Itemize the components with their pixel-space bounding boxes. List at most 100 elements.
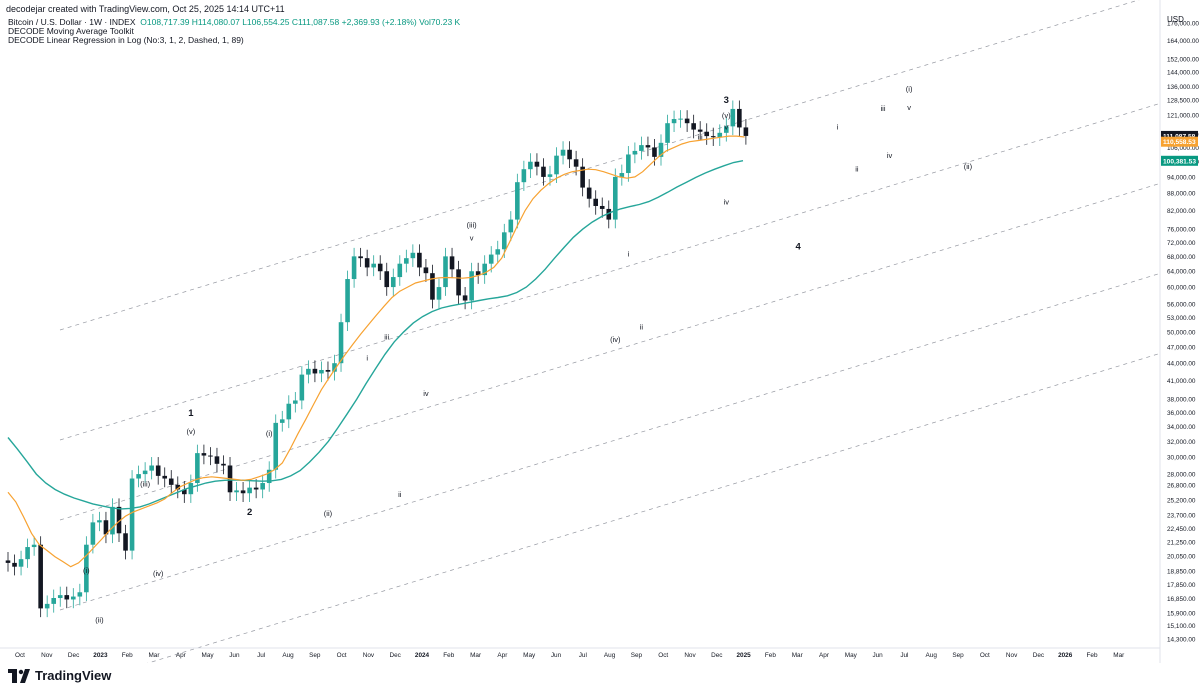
y-tick-label: 15,100.00 bbox=[1167, 623, 1196, 630]
y-tick-label: 53,000.00 bbox=[1167, 315, 1196, 322]
y-tick-label: 21,250.00 bbox=[1167, 539, 1196, 546]
x-tick-label: Sep bbox=[631, 652, 643, 659]
x-tick-label: Apr bbox=[819, 652, 830, 659]
ohlc-values: O108,717.39 H114,080.07 L106,554.25 C111… bbox=[140, 17, 461, 27]
y-tick-label: 25,200.00 bbox=[1167, 497, 1196, 504]
x-tick-label: Aug bbox=[926, 652, 938, 659]
y-tick-label: 18,850.00 bbox=[1167, 569, 1196, 576]
price-tag-label: 100,381.53 bbox=[1163, 158, 1196, 165]
candle-body bbox=[247, 487, 252, 494]
candle-body bbox=[279, 419, 285, 423]
candlestick-series bbox=[5, 100, 749, 618]
candle-body bbox=[658, 142, 664, 157]
wave-label: iv bbox=[887, 151, 893, 160]
y-tick-label: 22,450.00 bbox=[1167, 526, 1196, 533]
wave-labels: 1(v)(iii)(i)(ii)(iv)2(i)(ii)(iii)viiiiii… bbox=[83, 85, 973, 625]
candle-body bbox=[547, 174, 553, 177]
candle-body bbox=[743, 127, 749, 136]
footer: TradingView bbox=[0, 663, 1200, 690]
y-tick-label: 76,000.00 bbox=[1167, 227, 1196, 234]
tradingview-brand: TradingView bbox=[35, 668, 112, 683]
candle-body bbox=[57, 595, 63, 599]
candle-body bbox=[12, 562, 17, 567]
candle-body bbox=[436, 287, 442, 300]
currency-label: USD bbox=[1167, 15, 1184, 24]
symbol-title[interactable]: Bitcoin / U.S. Dollar · 1W · INDEX bbox=[8, 17, 136, 27]
y-tick-label: 50,000.00 bbox=[1167, 329, 1196, 336]
candle-body bbox=[645, 145, 651, 148]
price-tag-box bbox=[1161, 155, 1198, 166]
candle-body bbox=[142, 470, 148, 475]
regression-line bbox=[147, 353, 1161, 663]
x-tick-label: 2024 bbox=[415, 652, 430, 659]
price-axis[interactable]: 176,000.00 164,000.00 152,000.00 144,000.00… bbox=[1167, 21, 1199, 644]
wave-label: iii bbox=[881, 104, 886, 113]
regression-channels bbox=[59, 0, 1161, 663]
price-chart[interactable]: 1(v)(iii)(i)(ii)(iv)2(i)(ii)(iii)viiiiii… bbox=[0, 0, 1200, 663]
candle-body bbox=[430, 273, 435, 300]
wave-label: v bbox=[907, 103, 911, 112]
x-tick-label: Feb bbox=[765, 652, 776, 659]
x-tick-label: Jul bbox=[900, 652, 908, 659]
candle-body bbox=[423, 267, 429, 274]
y-tick-label: 82,000.00 bbox=[1167, 208, 1196, 215]
x-tick-label: Nov bbox=[684, 652, 696, 659]
candle-body bbox=[586, 187, 592, 199]
candle-body bbox=[390, 277, 396, 288]
wave-label: (iii) bbox=[140, 480, 150, 489]
candle-body bbox=[123, 533, 128, 551]
candle-body bbox=[652, 147, 657, 157]
indicator-linreg[interactable]: DECODE Linear Regression in Log (No:3, 1… bbox=[8, 35, 244, 45]
ma-slow-line bbox=[7, 160, 744, 510]
y-tick-label: 60,000.00 bbox=[1167, 285, 1196, 292]
x-tick-label: Oct bbox=[980, 652, 990, 659]
y-tick-label: 56,000.00 bbox=[1167, 302, 1196, 309]
candle-body bbox=[606, 208, 612, 220]
candle-body bbox=[573, 159, 579, 167]
candle-body bbox=[488, 254, 494, 264]
time-axis[interactable]: Oct Nov Dec 2023 Feb Mar Apr May Jun Jul Aug Sep Oct… bbox=[15, 652, 1125, 659]
price-tag-box bbox=[1161, 130, 1198, 141]
y-tick-label: 23,700.00 bbox=[1167, 513, 1196, 520]
wave-label: (i) bbox=[83, 566, 90, 575]
author-line: decodejar created with TradingView.com, … bbox=[6, 4, 285, 14]
candle-body bbox=[469, 271, 474, 301]
candle-body bbox=[730, 108, 736, 127]
candle-body bbox=[312, 368, 318, 374]
candle-body bbox=[521, 169, 527, 183]
tradingview-logo[interactable]: TradingView bbox=[8, 668, 111, 683]
candle-body bbox=[71, 596, 76, 600]
regression-line bbox=[59, 0, 1140, 331]
candle-body bbox=[475, 271, 481, 276]
y-tick-label: 44,000.00 bbox=[1167, 361, 1196, 368]
candle-body bbox=[149, 465, 154, 471]
x-tick-label: Dec bbox=[68, 652, 80, 659]
candle-body bbox=[410, 252, 416, 259]
candle-body bbox=[195, 453, 200, 484]
y-tick-label: 36,000.00 bbox=[1167, 410, 1196, 417]
candle-body bbox=[110, 506, 115, 535]
x-tick-label: 2026 bbox=[1058, 652, 1073, 659]
candle-body bbox=[162, 475, 168, 479]
candle-body bbox=[508, 219, 514, 233]
candle-body bbox=[515, 182, 520, 220]
candle-body bbox=[51, 598, 57, 604]
candle-body bbox=[208, 455, 213, 457]
wave-label: i bbox=[366, 353, 368, 362]
candle-body bbox=[671, 119, 677, 124]
candle-body bbox=[462, 295, 468, 301]
wave-label: (iii) bbox=[467, 220, 477, 229]
regression-line bbox=[59, 103, 1161, 441]
y-tick-label: 152,000.00 bbox=[1167, 56, 1199, 63]
candle-body bbox=[175, 484, 181, 490]
indicator-ma-toolkit[interactable]: DECODE Moving Average Toolkit bbox=[8, 26, 134, 36]
candle-body bbox=[665, 123, 670, 143]
x-tick-label: May bbox=[202, 652, 215, 659]
x-tick-label: Aug bbox=[604, 652, 616, 659]
candle-body bbox=[449, 256, 455, 270]
x-tick-label: Apr bbox=[176, 652, 187, 659]
x-tick-label: May bbox=[523, 652, 536, 659]
candle-body bbox=[737, 108, 742, 128]
x-tick-label: Mar bbox=[148, 652, 160, 659]
candle-body bbox=[129, 478, 135, 551]
